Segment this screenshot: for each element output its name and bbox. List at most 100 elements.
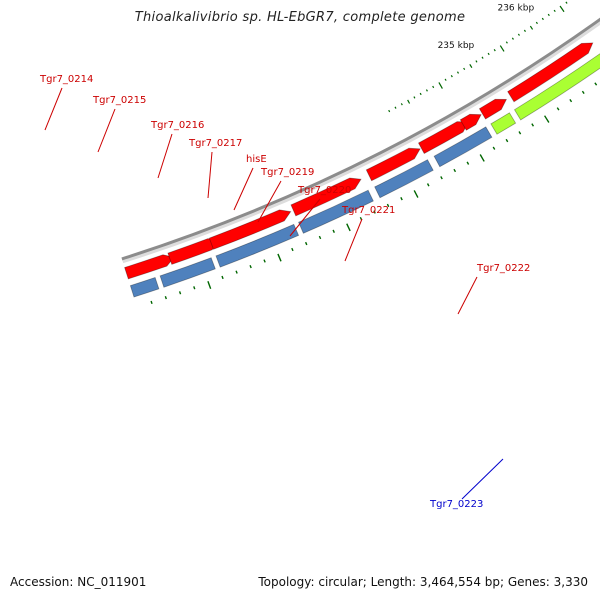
- gene-arc-tgr7-0213: [159, 257, 216, 288]
- ruler-tick: [425, 89, 428, 92]
- leader-line: [97, 108, 116, 153]
- outer-tick: [594, 82, 598, 86]
- gene-label: Tgr7_0219: [260, 167, 314, 178]
- cds-arc-g: [459, 113, 482, 131]
- ruler-tick: [438, 82, 443, 89]
- ruler-tick: [388, 109, 391, 113]
- cds-arc-a: [124, 254, 175, 280]
- outer-tick: [277, 253, 282, 262]
- outer-tick: [544, 115, 550, 123]
- outer-tick: [518, 131, 522, 135]
- ruler-tick: [444, 78, 447, 81]
- gene-label: Tgr7_0215: [92, 95, 146, 106]
- accession-text: Accession: NC_011901: [10, 575, 147, 589]
- outer-tick: [373, 210, 376, 214]
- gene-arc-tgr7-0214: [215, 223, 300, 268]
- outer-tick: [531, 123, 535, 127]
- outer-tick: [400, 197, 403, 201]
- ruler-tick: [487, 52, 490, 56]
- backbone-shadow: [121, 18, 600, 264]
- ruler-tick: [407, 99, 411, 104]
- outer-tick: [466, 161, 470, 165]
- outer-tick: [440, 176, 443, 180]
- ruler-tick: [394, 106, 397, 109]
- ruler-tick: [511, 37, 514, 40]
- ruler-tick: [493, 49, 496, 52]
- cds-arc-h: [478, 98, 508, 120]
- leader-line: [457, 276, 478, 315]
- ruler-tick: [559, 5, 565, 13]
- ruler-tick: [547, 13, 550, 17]
- outer-tick: [263, 259, 266, 263]
- leader-line: [461, 458, 504, 500]
- outer-tick: [426, 183, 430, 187]
- leader-line: [207, 151, 213, 199]
- gene-label: Tgr7_0223: [429, 499, 483, 510]
- gene-arc-tgr7-0215: [298, 189, 374, 234]
- outer-tick: [221, 275, 224, 280]
- outer-tick: [318, 235, 322, 240]
- outer-tick: [178, 291, 182, 295]
- outer-tick: [492, 146, 496, 150]
- ruler-tick: [400, 103, 403, 106]
- outer-tick: [207, 281, 212, 290]
- outer-tick: [581, 90, 585, 95]
- gene-label: Tgr7_0216: [150, 120, 204, 131]
- ruler-tick: [481, 56, 484, 59]
- kbp-label: 235 kbp: [438, 41, 475, 51]
- cds-arc-i: [507, 42, 594, 103]
- ruler-tick: [505, 41, 508, 44]
- outer-tick: [235, 270, 238, 274]
- outer-tick: [556, 107, 560, 111]
- outer-tick: [505, 138, 509, 143]
- gene-arc-tgr7-0219: [513, 53, 600, 121]
- outer-tick: [291, 247, 294, 252]
- leader-line: [157, 133, 173, 179]
- outer-tick: [346, 223, 351, 232]
- ruler-tick: [450, 74, 453, 78]
- cds-arc-c: [208, 209, 292, 250]
- gene-label: Tgr7_0221: [341, 205, 395, 216]
- gene-arc-partial: [129, 276, 160, 298]
- outer-tick: [453, 168, 457, 173]
- leader-line: [257, 180, 282, 223]
- map-title: Thioalkalivibrio sp. HL-EbGR7, complete …: [134, 10, 466, 25]
- leader-line: [44, 87, 63, 131]
- gene-label: Tgr7_0220: [297, 185, 351, 196]
- ruler-tick: [469, 64, 473, 69]
- ruler-tick: [541, 17, 544, 21]
- ruler-tick: [523, 29, 526, 33]
- cds-arc-e: [365, 147, 421, 182]
- outer-tick: [164, 296, 167, 300]
- ruler-tick: [475, 60, 478, 63]
- outer-tick: [304, 241, 308, 246]
- ruler-tick: [456, 71, 460, 74]
- outer-tick: [479, 154, 485, 162]
- outer-tick: [249, 264, 252, 269]
- ruler-tick: [499, 45, 505, 52]
- cds-arc-d: [290, 177, 362, 217]
- ruler-tick: [565, 1, 568, 4]
- outer-tick: [332, 229, 335, 233]
- gene-arc-tgr7-0216: [374, 159, 434, 199]
- gene-label: Tgr7_0214: [39, 74, 93, 85]
- outer-tick: [413, 190, 419, 198]
- ruler-tick: [419, 92, 422, 96]
- genome-summary-text: Topology: circular; Length: 3,464,554 bp…: [258, 575, 588, 589]
- ruler-tick: [413, 96, 416, 99]
- ruler-tick: [553, 9, 556, 13]
- outer-tick: [386, 203, 390, 208]
- gene-arc-tgr7-0217: [433, 126, 493, 168]
- outer-tick: [150, 300, 153, 305]
- ruler-tick: [432, 85, 435, 89]
- ruler-tick: [463, 67, 466, 71]
- leader-line: [289, 198, 321, 237]
- backbone-ring: [121, 17, 600, 261]
- gene-label: hisE: [246, 154, 267, 165]
- ruler-tick: [529, 25, 534, 30]
- gene-label: Tgr7_0222: [476, 263, 530, 274]
- gene-arc-hise: [490, 112, 517, 135]
- outer-tick: [193, 286, 196, 290]
- gene-label: Tgr7_0217: [188, 138, 242, 149]
